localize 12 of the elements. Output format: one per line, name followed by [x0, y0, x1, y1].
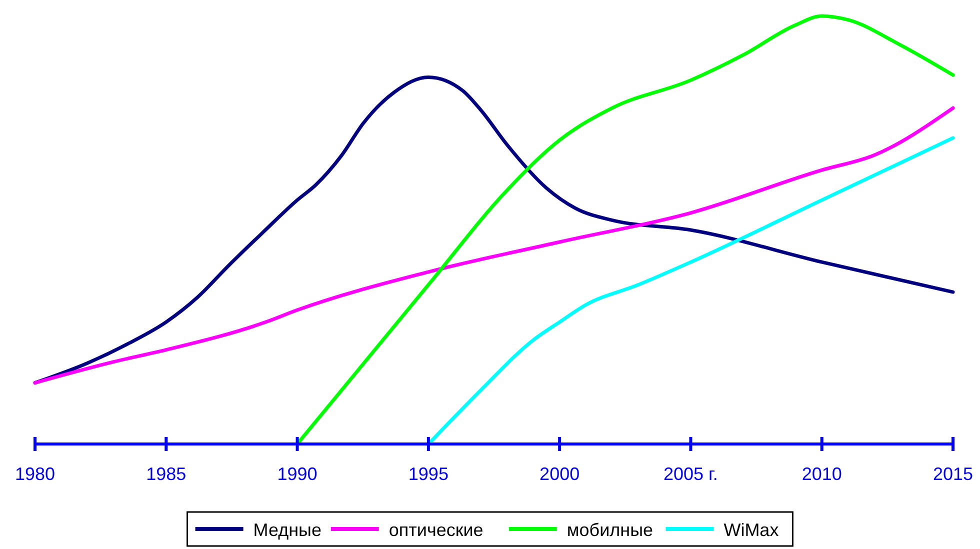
legend-label: WiMax	[724, 520, 779, 540]
x-tick-label: 1995	[408, 464, 448, 484]
x-tick-label: 2005 г.	[664, 464, 718, 484]
x-tick-label: 2000	[540, 464, 580, 484]
x-tick-label: 2010	[802, 464, 842, 484]
x-tick-label: 2015	[932, 464, 974, 484]
legend-label: мобилные	[566, 520, 654, 540]
legend-label: оптические	[388, 520, 484, 540]
legend-label: Медные	[253, 520, 322, 540]
x-tick-label: 1985	[146, 464, 186, 484]
x-tick-label: 1980	[14, 464, 56, 484]
x-tick-label: 1990	[277, 464, 318, 484]
